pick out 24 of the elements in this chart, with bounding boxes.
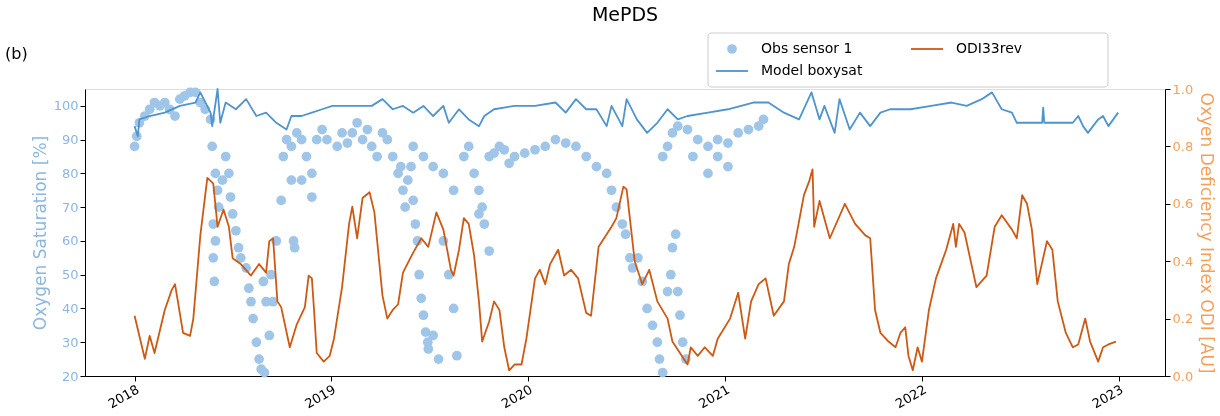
y-tick-label: 100 bbox=[53, 98, 79, 114]
line-series bbox=[133, 168, 1117, 372]
y2-tick-label: 0.6 bbox=[1172, 196, 1194, 212]
y2-tick-label: 0.2 bbox=[1172, 311, 1194, 327]
y2-tick-label: 0.0 bbox=[1172, 368, 1194, 384]
y2-tick-label: 1.0 bbox=[1172, 81, 1194, 97]
text: (b) bbox=[5, 44, 28, 63]
y-tick-label: 90 bbox=[61, 132, 79, 148]
y-tick-label: 20 bbox=[61, 368, 79, 384]
x-tick-label: 2021 bbox=[696, 381, 733, 412]
y-tick-label: 80 bbox=[61, 165, 79, 181]
y-tick-label: 60 bbox=[61, 233, 79, 249]
y-axis-title: Oxygen Saturation [%] bbox=[29, 135, 50, 331]
legend-label: ODI33rev bbox=[956, 40, 1023, 56]
y2-axis-title: Oxyen Deficiency Index ODI [AU] bbox=[1197, 92, 1218, 374]
y-tick-label: 40 bbox=[61, 300, 79, 316]
legend-label: Obs sensor 1 bbox=[761, 40, 853, 56]
y2-tick-label: 0.8 bbox=[1172, 138, 1194, 154]
chart-title: MePDS bbox=[591, 2, 659, 25]
legend-label: Model boxysat bbox=[761, 62, 863, 78]
y-tick-label: 70 bbox=[61, 199, 79, 215]
y2-tick-label: 0.4 bbox=[1172, 253, 1194, 269]
y-tick-label: 30 bbox=[61, 334, 79, 350]
y-tick-label: 50 bbox=[61, 267, 79, 283]
